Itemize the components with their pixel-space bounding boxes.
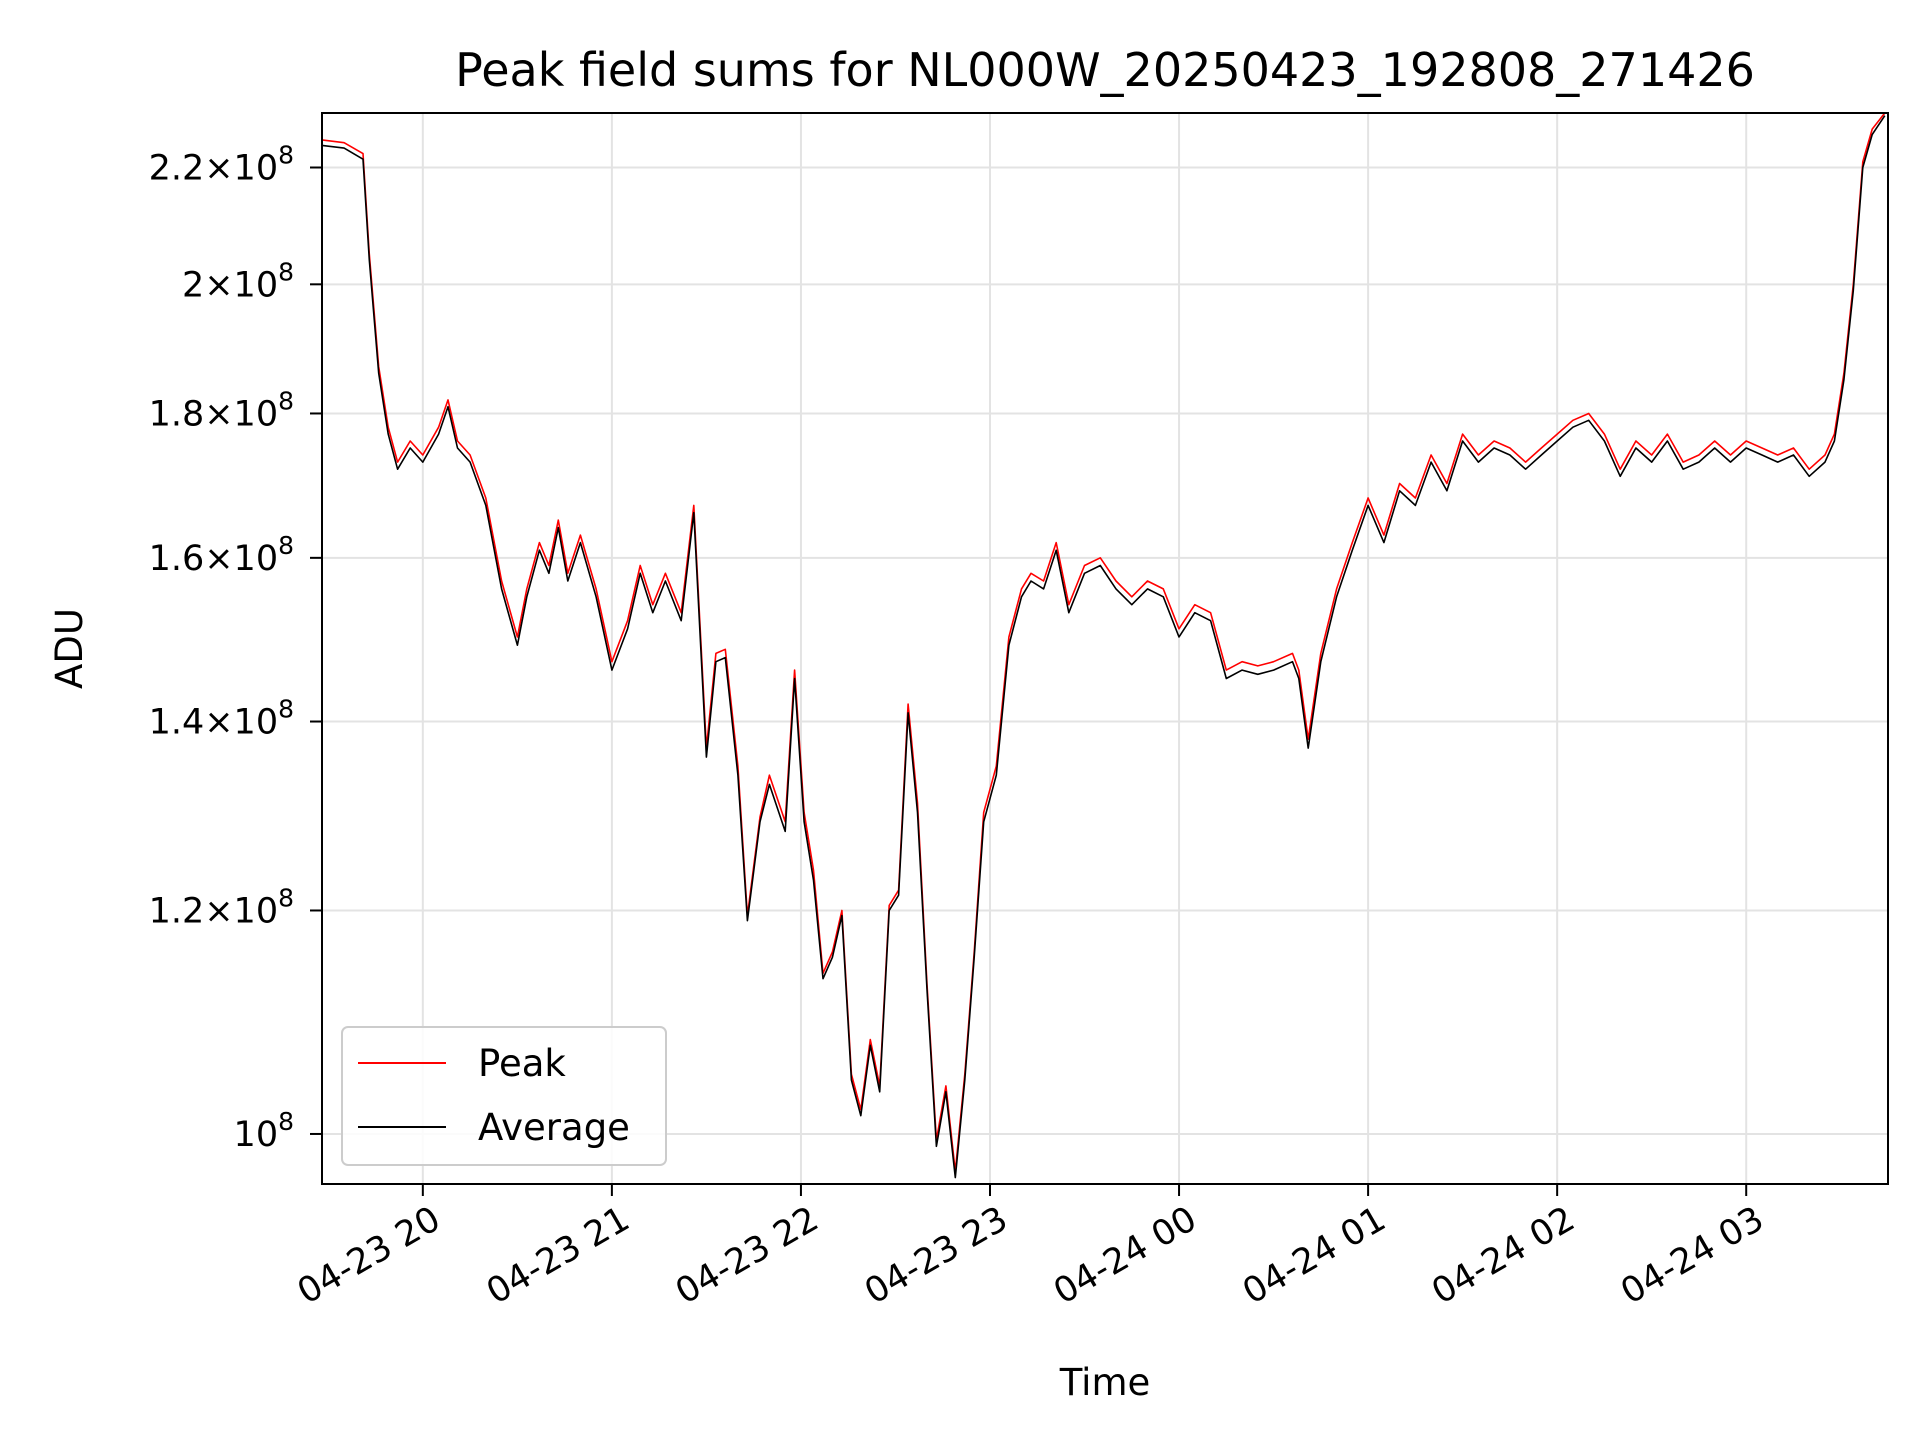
y-tick-label: 2.2×108 bbox=[149, 140, 294, 188]
series-line-peak bbox=[321, 112, 1886, 1173]
plot-frame bbox=[321, 112, 1889, 1185]
y-tick-label: 1.8×108 bbox=[149, 386, 294, 434]
y-tick-exponent: 8 bbox=[278, 883, 294, 912]
y-tick-base: 1.2×10 bbox=[149, 891, 279, 931]
y-tick-exponent: 8 bbox=[278, 140, 294, 169]
y-tick-label: 108 bbox=[234, 1107, 294, 1155]
y-tick-label: 1.2×108 bbox=[149, 883, 294, 931]
y-tick-exponent: 8 bbox=[278, 531, 294, 560]
y-tick-label: 1.4×108 bbox=[149, 695, 294, 743]
y-axis: 1081.2×1081.4×1081.6×1081.8×1082×1082.2×… bbox=[149, 140, 322, 1155]
y-tick-exponent: 8 bbox=[278, 257, 294, 286]
legend-label-average: Average bbox=[478, 1106, 630, 1149]
chart-title: Peak field sums for NL000W_20250423_1928… bbox=[455, 43, 1755, 97]
series-layer bbox=[321, 112, 1886, 1179]
y-tick-exponent: 8 bbox=[278, 386, 294, 415]
legend-label-peak: Peak bbox=[478, 1042, 566, 1085]
y-tick-base: 1.4×10 bbox=[149, 703, 279, 743]
y-tick-exponent: 8 bbox=[278, 1107, 294, 1136]
y-tick-label: 2×108 bbox=[182, 257, 294, 305]
y-tick-exponent: 8 bbox=[278, 695, 294, 724]
y-tick-base: 1.8×10 bbox=[149, 394, 279, 434]
y-tick-base: 10 bbox=[234, 1115, 279, 1155]
series-line-average bbox=[321, 115, 1886, 1179]
legend: Peak Average bbox=[341, 1026, 667, 1166]
y-tick-base: 2×10 bbox=[182, 265, 278, 305]
x-axis-title: Time bbox=[1059, 1361, 1151, 1404]
y-tick-label: 1.6×108 bbox=[149, 531, 294, 579]
y-tick-base: 2.2×10 bbox=[149, 148, 279, 188]
y-axis-title: ADU bbox=[48, 608, 91, 689]
y-tick-base: 1.6×10 bbox=[149, 539, 279, 579]
legend-box bbox=[341, 1026, 667, 1166]
